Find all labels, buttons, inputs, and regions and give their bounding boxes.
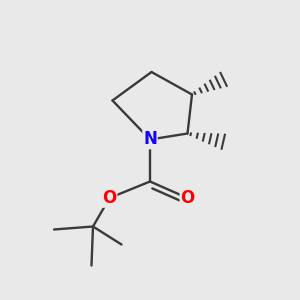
Text: N: N (143, 130, 157, 148)
Text: O: O (102, 189, 117, 207)
Text: O: O (180, 189, 195, 207)
